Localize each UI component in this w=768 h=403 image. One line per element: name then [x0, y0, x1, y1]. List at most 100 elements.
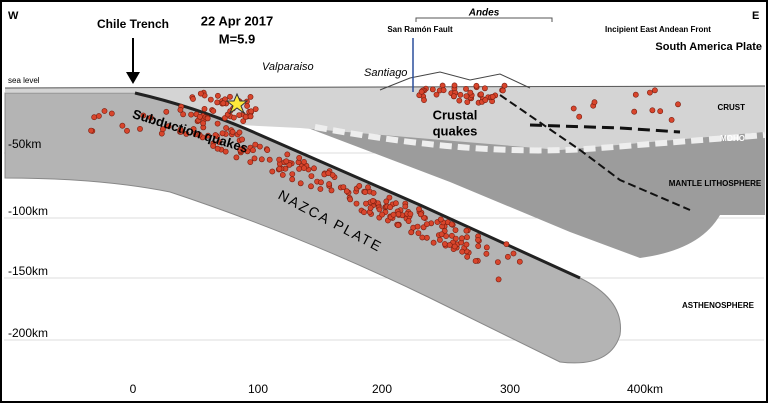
quake-dot [214, 92, 221, 99]
quake-dot [450, 93, 457, 100]
quake-dot [464, 99, 471, 105]
quake-dot [456, 97, 463, 104]
quake-dot [220, 100, 227, 107]
quake-dot [440, 87, 447, 94]
quake-dot [495, 276, 502, 283]
quake-dot [473, 82, 480, 89]
quake-dot [429, 86, 436, 93]
trench-label: Chile Trench [97, 17, 169, 31]
quakes [88, 82, 681, 283]
quake-dot [475, 243, 482, 249]
quake-dot [214, 145, 221, 152]
quake-dot [119, 122, 126, 129]
quake-dot [417, 211, 424, 218]
quake-dot [430, 239, 437, 246]
santiago-label: Santiago [364, 67, 407, 79]
quake-dot [289, 176, 296, 183]
quake-dot [301, 165, 307, 171]
quake-dot [405, 218, 412, 224]
quake-dot [325, 170, 332, 177]
quake-dot [301, 158, 307, 165]
quake-dot [190, 96, 196, 102]
quake-dot [419, 234, 426, 241]
moho-line [314, 124, 766, 154]
quake-dot [458, 235, 465, 242]
trench-arrowhead [126, 72, 140, 84]
depth-label: -150km [8, 264, 48, 278]
quake-dot [196, 131, 203, 138]
quake-dot [318, 179, 324, 186]
quake-dot [340, 184, 347, 190]
quake-dot [395, 211, 402, 218]
detachment [529, 123, 681, 134]
quake-dot [482, 97, 489, 103]
quake-dot [464, 253, 471, 260]
quake-dot [452, 235, 459, 242]
quake-dot [576, 113, 583, 120]
quake-dot [489, 93, 496, 100]
quake-dot [283, 158, 290, 165]
depth-label: -100km [8, 204, 48, 218]
quake-dot [264, 147, 271, 153]
quake-dot [276, 156, 283, 163]
quake-dot [212, 132, 219, 138]
quake-dot [459, 248, 466, 255]
andes-relief [379, 71, 531, 91]
quake-dot [229, 128, 236, 135]
quake-dot [252, 141, 259, 148]
quake-dot [222, 148, 229, 155]
asthenosphere-label: ASTHENOSPHERE [682, 301, 755, 310]
quake-dot [96, 113, 102, 119]
quake-dot [356, 182, 363, 189]
quake-dot [279, 171, 286, 178]
epicenter-star [225, 92, 249, 115]
quake-dot [258, 156, 265, 163]
quake-dot [387, 204, 393, 211]
quake-dot [196, 113, 203, 120]
quake-dot [591, 99, 598, 106]
quake-dot [242, 114, 249, 120]
quake-dot [463, 86, 469, 92]
quake-dot [223, 125, 229, 131]
quake-dot [369, 197, 376, 204]
mantle-label: MANTLE LITHOSPHERE [669, 179, 762, 188]
quake-dot [248, 108, 255, 115]
quake-dot [240, 118, 247, 124]
quake-dot [416, 206, 422, 212]
magnitude-label: M=5.9 [219, 31, 256, 46]
quake-dot [494, 259, 501, 265]
quake-dot [308, 173, 315, 179]
quake-dot [177, 107, 184, 113]
quake-dot [296, 154, 303, 161]
quake-dot [269, 168, 276, 175]
quake-dot [632, 91, 639, 98]
quake-dot [266, 156, 273, 163]
quake-dot [467, 89, 474, 96]
quake-dot [137, 125, 143, 132]
quake-dot [214, 99, 221, 106]
quake-dot [464, 234, 470, 241]
distance-label: 100 [248, 382, 268, 396]
quake-dot [247, 159, 254, 165]
moho-label: MOHO [720, 134, 745, 143]
quake-dot [177, 126, 184, 133]
quake-dot [237, 146, 243, 153]
quake-dot [415, 230, 422, 236]
quake-dot [390, 211, 397, 218]
quake-dot [472, 258, 479, 264]
quake-dot [365, 184, 371, 191]
quake-dot [308, 183, 314, 190]
front-label: Incipient East Andean Front [605, 25, 711, 34]
quake-dot [311, 165, 317, 172]
quake-dot [448, 221, 455, 228]
quake-dot [481, 85, 488, 92]
quake-dot [475, 236, 481, 243]
quake-dot [219, 130, 226, 137]
quake-dot [317, 186, 324, 192]
quake-dot [439, 82, 446, 89]
quake-dot [284, 151, 291, 158]
quake-dot [244, 103, 250, 109]
distance-label: 0 [130, 382, 137, 396]
quake-dot [363, 200, 369, 207]
quake-dot [631, 108, 638, 115]
